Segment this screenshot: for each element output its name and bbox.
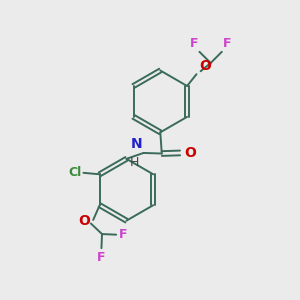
Text: F: F [190,37,198,50]
Text: O: O [199,59,211,73]
Text: O: O [185,146,197,160]
Text: O: O [78,214,90,227]
Text: Cl: Cl [69,166,82,179]
Text: F: F [97,250,106,264]
Text: F: F [118,228,127,241]
Text: H: H [129,157,139,169]
Text: F: F [223,37,232,50]
Text: N: N [131,137,142,151]
